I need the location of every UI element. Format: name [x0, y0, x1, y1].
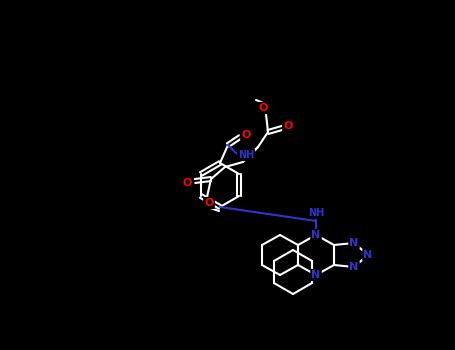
Text: O: O: [182, 178, 192, 188]
Text: O: O: [241, 130, 251, 140]
Text: O: O: [204, 198, 214, 208]
Text: N: N: [349, 238, 359, 248]
Text: N: N: [311, 230, 321, 240]
Text: N: N: [364, 250, 373, 260]
Text: O: O: [258, 103, 268, 113]
Text: NH: NH: [238, 150, 254, 160]
Text: O: O: [283, 121, 293, 131]
Text: N: N: [349, 262, 359, 272]
Text: N: N: [311, 270, 321, 280]
Text: NH: NH: [308, 208, 324, 218]
